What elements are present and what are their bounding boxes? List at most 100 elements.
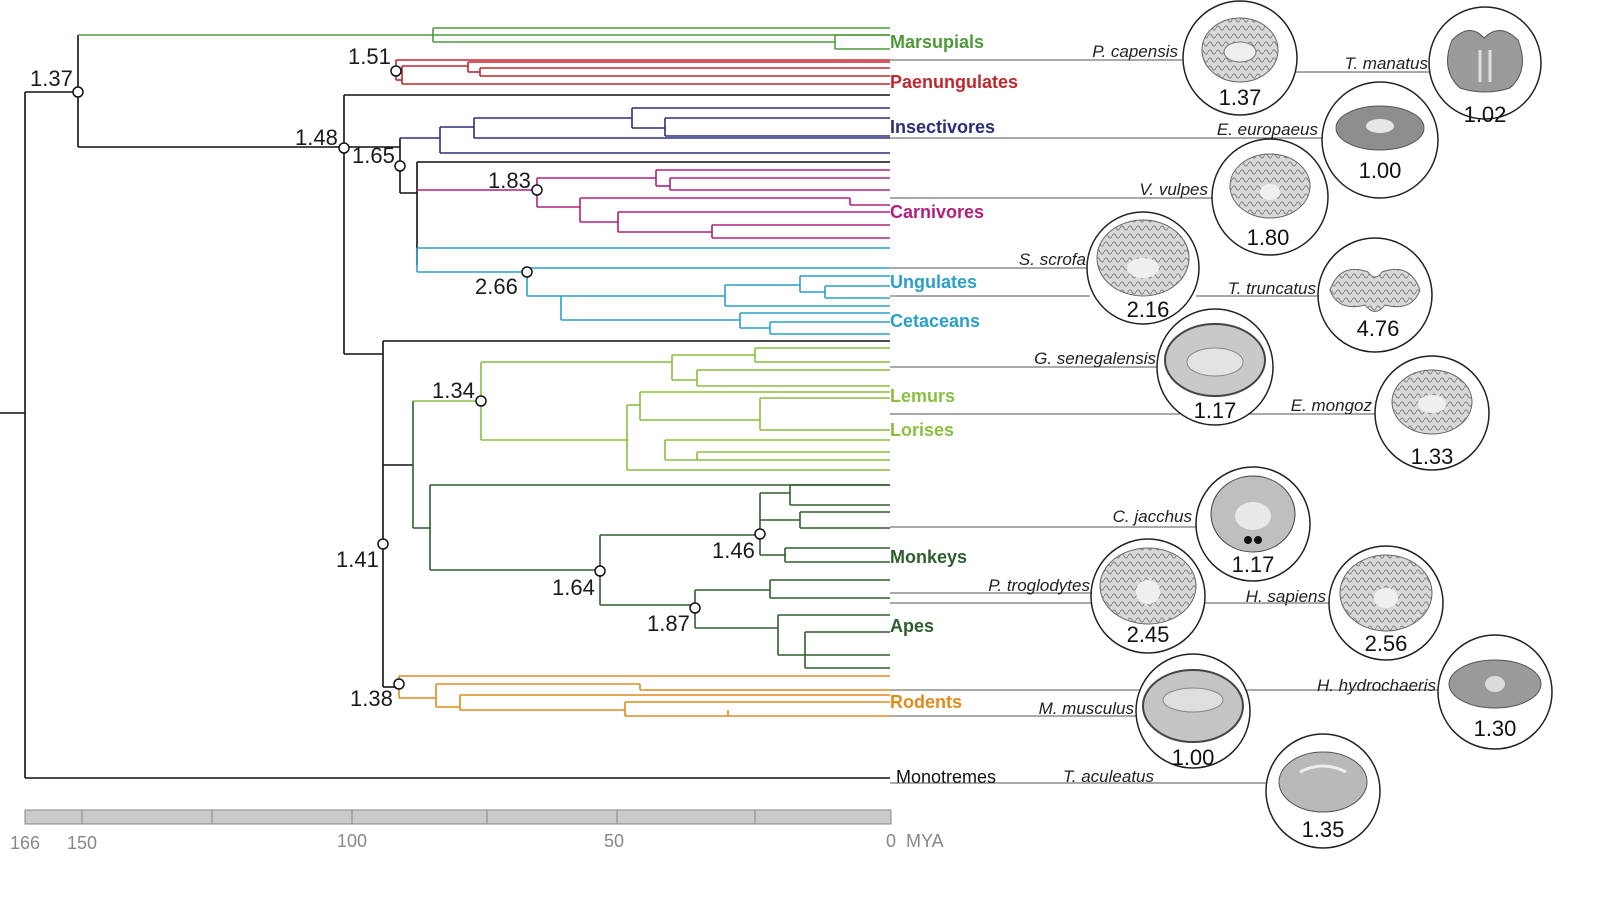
- brain-values: 1.37 1.02 1.00 1.80 2.16 4.76 1.17 1.33 …: [1127, 85, 1517, 842]
- species-name: M. musculus: [1039, 699, 1135, 718]
- species-name: H. sapiens: [1246, 587, 1327, 606]
- brain-section-image: [1317, 237, 1433, 353]
- node-value: 1.46: [712, 538, 755, 563]
- leader-lines: [890, 59, 1438, 784]
- species-name: T. manatus: [1345, 54, 1429, 73]
- clade-label-monkeys: Monkeys: [890, 547, 967, 567]
- brain-section-image: [1090, 538, 1206, 654]
- species-value: 1.80: [1247, 225, 1290, 250]
- species-name: S. scrofa: [1019, 250, 1086, 269]
- node-value: 1.64: [552, 575, 595, 600]
- axis-tick-label: 166: [10, 833, 40, 853]
- clade-label-carnivores: Carnivores: [890, 202, 984, 222]
- species-value: 1.37: [1219, 85, 1262, 110]
- species-value: 1.00: [1172, 745, 1215, 770]
- node-marker: [475, 395, 487, 407]
- species-name: C. jacchus: [1113, 507, 1193, 526]
- marsupials-branches: [78, 27, 890, 50]
- clade-label-insectivores: Insectivores: [890, 117, 995, 137]
- brain-section-image: [1428, 6, 1542, 120]
- node-value: 1.65: [352, 143, 395, 168]
- clade-label-lemurs: Lemurs: [890, 386, 955, 406]
- paenungulates-branches: [395, 59, 890, 85]
- node-markers: [72, 65, 766, 690]
- node-value: 1.48: [295, 125, 338, 150]
- time-axis-bar: [24, 809, 892, 825]
- node-value: 1.34: [432, 378, 475, 403]
- lemurs-lorises-branches: [413, 347, 890, 471]
- clade-labels: Marsupials Paenungulates Insectivores Ca…: [890, 32, 1018, 787]
- node-value: 2.66: [475, 274, 518, 299]
- brain-section-image: [1086, 211, 1200, 325]
- species-value: 1.30: [1474, 716, 1517, 741]
- species-name: G. senegalensis: [1034, 349, 1156, 368]
- brain-section-image: [1211, 138, 1329, 256]
- node-marker: [594, 565, 606, 577]
- axis-unit-label: MYA: [906, 831, 944, 851]
- clade-label-apes: Apes: [890, 616, 934, 636]
- time-axis: 166 150 100 50 0 MYA: [10, 809, 944, 853]
- species-value: 1.02: [1464, 102, 1507, 127]
- brain-section-image: [1321, 81, 1439, 199]
- node-marker: [754, 528, 766, 540]
- species-value: 4.76: [1357, 316, 1400, 341]
- node-marker: [393, 678, 405, 690]
- species-name: P. troglodytes: [988, 576, 1090, 595]
- species-value: 1.17: [1232, 552, 1275, 577]
- brain-section-image: [1195, 466, 1311, 582]
- node-value-labels: 1.37 1.51 1.48 1.65 1.83 2.66 1.34 1.41 …: [30, 44, 755, 711]
- carnivores-branches: [417, 169, 890, 239]
- species-name: P. capensis: [1092, 42, 1178, 61]
- species-value: 2.45: [1127, 622, 1170, 647]
- brain-section-image: [1156, 308, 1274, 426]
- tree-branches: [0, 27, 890, 779]
- species-name: H. hydrochaeris: [1317, 676, 1437, 695]
- root-branches: [0, 35, 890, 779]
- brain-section-image: [1182, 0, 1298, 116]
- species-name: E. europaeus: [1217, 120, 1319, 139]
- node-marker: [689, 602, 701, 614]
- node-value: 1.87: [647, 611, 690, 636]
- clade-label-paenungulates: Paenungulates: [890, 72, 1018, 92]
- species-value: 1.00: [1359, 158, 1402, 183]
- axis-tick-label: 150: [67, 833, 97, 853]
- axis-tick-label: 50: [604, 831, 624, 851]
- node-value: 1.51: [348, 44, 391, 69]
- insectivores-branches: [400, 107, 890, 154]
- species-value: 2.56: [1365, 631, 1408, 656]
- brain-section-image: [1328, 545, 1444, 661]
- brain-section-image: [1374, 355, 1490, 471]
- species-name: E. mongoz: [1291, 396, 1373, 415]
- axis-tick-label: 100: [337, 831, 367, 851]
- brain-sections: [1086, 0, 1553, 849]
- rodents-branches: [398, 675, 890, 717]
- brain-section-image: [1265, 733, 1381, 849]
- species-value: 1.33: [1411, 444, 1454, 469]
- ungulates-cetaceans-branches: [416, 247, 890, 335]
- node-marker: [394, 160, 406, 172]
- brain-section-image: [1135, 653, 1251, 769]
- species-name: V. vulpes: [1139, 180, 1208, 199]
- node-value: 1.38: [350, 686, 393, 711]
- clade-label-monotremes: Monotremes: [896, 767, 996, 787]
- clade-label-marsupials: Marsupials: [890, 32, 984, 52]
- brain-section-image: [1437, 634, 1553, 750]
- node-marker: [72, 86, 84, 98]
- node-marker: [377, 538, 389, 550]
- species-labels: P. capensis T. manatus E. europaeus V. v…: [988, 42, 1436, 786]
- clade-label-rodents: Rodents: [890, 692, 962, 712]
- clade-label-ungulates: Ungulates: [890, 272, 977, 292]
- node-marker: [531, 184, 543, 196]
- node-marker: [338, 142, 350, 154]
- species-value: 1.35: [1302, 817, 1345, 842]
- node-marker: [390, 65, 402, 77]
- clade-label-lorises: Lorises: [890, 420, 954, 440]
- node-value: 1.83: [488, 168, 531, 193]
- node-value: 1.37: [30, 66, 73, 91]
- clade-label-cetaceans: Cetaceans: [890, 311, 980, 331]
- axis-tick-label: 0: [886, 831, 896, 851]
- species-name: T. aculeatus: [1063, 767, 1155, 786]
- species-name: T. truncatus: [1228, 279, 1317, 298]
- species-value: 2.16: [1127, 297, 1170, 322]
